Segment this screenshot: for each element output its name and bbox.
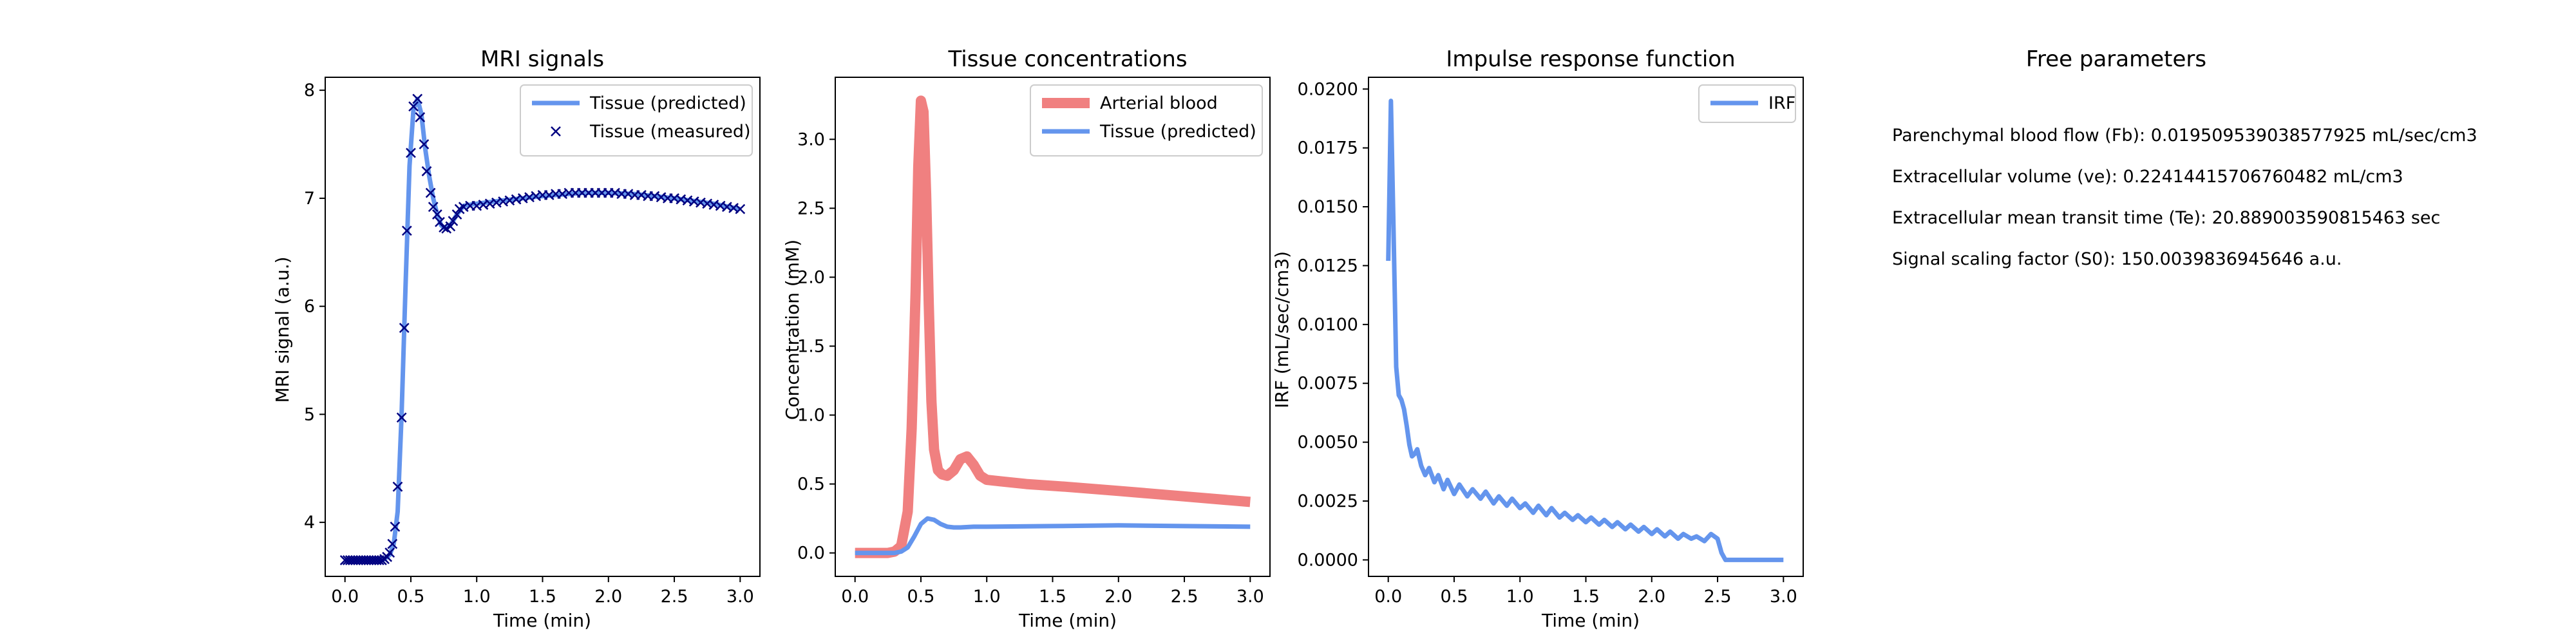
mri-signals-measured-point: [735, 204, 746, 214]
mri-signals-x-tick-label: 0.0: [331, 587, 359, 607]
mri-signals-measured-point: [384, 547, 395, 558]
mri-signals-measured-point: [419, 139, 430, 149]
impulse-response-y-tick-label: 0.0175: [1298, 138, 1358, 158]
tissue-concentrations-x-tick-label: 0.0: [841, 587, 869, 607]
mri-signals-measured-point: [412, 93, 423, 104]
mri-signals-y-tick-label: 6: [304, 297, 315, 317]
mri-signals-y-label: MRI signal (a.u.): [272, 256, 293, 402]
tissue-concentrations-legend: Arterial blood Tissue (predicted): [1030, 84, 1263, 156]
impulse-response-plot-area: 0.0 0.5 1.0 1.5 2.0 2.5 3.0 0.0000 0.0025 0.0050 0…: [1298, 77, 1804, 607]
impulse-response-y-tick-label: 0.0050: [1298, 433, 1358, 453]
impulse-response-y-label: IRF (mL/sec/cm3): [1271, 251, 1293, 408]
tissue-concentrations-y-tick-label: 2.5: [797, 198, 825, 218]
tissue-concentrations-y-tick-label: 2.0: [797, 267, 825, 287]
mri-signals-y-tick-label: 7: [304, 189, 315, 209]
mri-signals-y-tick-label: 5: [304, 404, 315, 424]
impulse-response-y-tick-label: 0.0000: [1298, 550, 1358, 570]
mri-signals-measured-point: [428, 202, 439, 213]
mri-signals-measured-point: [406, 147, 416, 158]
tissue-concentrations-plot-area: 0.0 0.5 1.0 1.5 2.0 2.5 3.0 0.0 0.5 1.0 1.5 2.0 2.5 3…: [797, 77, 1271, 607]
mri-signals-x-tick-label: 1.0: [463, 587, 491, 607]
free-parameters-title: Free parameters: [2026, 46, 2206, 72]
mri-signals-title: MRI signals: [480, 46, 604, 72]
mri-signals-measured-point: [401, 225, 412, 236]
tissue-concentrations-series-line-0: [855, 95, 1251, 558]
impulse-response-panel: Impulse response function 0.0 0.5 1.0 1.5 2.…: [1271, 46, 1804, 631]
tissue-concentrations-panel: Tissue concentrations 0.0 0.5 1.0 1.5 2.0 2.5…: [782, 46, 1271, 631]
mri-signals-measured-point: [392, 481, 403, 492]
impulse-response-x-label: Time (min): [1541, 610, 1640, 631]
param-scaling-factor: Signal scaling factor (S0): 150.00398369…: [1892, 249, 2342, 269]
tissue-concentrations-series-line-1: [855, 516, 1251, 556]
mri-signals-measured-point: [445, 221, 456, 232]
mri-signals-x-label: Time (min): [493, 610, 591, 631]
tissue-concentrations-y-tick-label: 3.0: [797, 129, 825, 149]
param-extracellular-volume: Extracellular volume (ve): 0.22414415706…: [1892, 167, 2403, 187]
mri-signals-x-tick-label: 1.5: [529, 587, 556, 607]
impulse-response-title: Impulse response function: [1446, 46, 1735, 72]
mri-signals-y-tick-label: 8: [304, 80, 315, 100]
tissue-concentrations-legend-label: Tissue (predicted): [1099, 122, 1256, 142]
mri-signals-measured-point: [421, 166, 432, 176]
impulse-response-y-tick-label: 0.0075: [1298, 374, 1358, 393]
mri-signals-measured-point: [425, 187, 436, 198]
mri-signals-x-tick-label: 2.5: [661, 587, 688, 607]
mri-signals-measured-point: [387, 538, 398, 549]
mri-signals-measured-point: [431, 209, 442, 220]
mri-signals-measured-point: [399, 323, 410, 334]
impulse-response-x-tick-label: 1.0: [1506, 587, 1534, 607]
tissue-concentrations-legend-label: Arterial blood: [1100, 93, 1218, 113]
mri-signals-measured-point: [396, 412, 407, 423]
mri-signals-series-line-0: [345, 97, 741, 563]
impulse-response-y-tick-label: 0.0150: [1298, 197, 1358, 217]
impulse-response-y-tick-label: 0.0125: [1298, 256, 1358, 276]
impulse-response-legend: IRF: [1698, 84, 1796, 123]
mri-signals-panel: MRI signals 0.0 0.5 1.0 1.5 2.0 2.5 3.0 4 5 6 7 8 T…: [272, 46, 761, 631]
mri-signals-x-tick-label: 3.0: [726, 587, 754, 607]
mri-signals-plot-area: 0.0 0.5 1.0 1.5 2.0 2.5 3.0 4 5 6 7 8: [304, 77, 761, 607]
tissue-concentrations-x-tick-label: 2.5: [1171, 587, 1198, 607]
mri-signals-measured-point: [448, 216, 459, 226]
mri-signals-legend-label: Tissue (predicted): [589, 93, 746, 113]
tissue-concentrations-title: Tissue concentrations: [947, 46, 1187, 72]
mri-signals-measured-point: [415, 112, 426, 122]
mri-signals-measured-point: [408, 101, 419, 112]
param-blood-flow: Parenchymal blood flow (Fb): 0.019509539…: [1892, 126, 2477, 146]
free-parameters-panel: Free parameters Parenchymal blood flow (…: [1892, 46, 2477, 269]
tissue-concentrations-x-label: Time (min): [1018, 610, 1117, 631]
impulse-response-legend-label: IRF: [1768, 93, 1795, 113]
mri-signals-measured-point: [390, 521, 401, 532]
tissue-concentrations-x-tick-label: 1.5: [1039, 587, 1066, 607]
impulse-response-y-tick-label: 0.0100: [1298, 315, 1358, 335]
mri-signals-measured-markers: [339, 93, 746, 565]
tissue-concentrations-y-label: Concentration (mM): [782, 240, 803, 420]
impulse-response-y-tick-label: 0.0025: [1298, 491, 1358, 511]
tissue-concentrations-y-tick-label: 1.5: [797, 336, 825, 356]
param-transit-time: Extracellular mean transit time (Te): 20…: [1892, 208, 2440, 228]
mri-signals-x-tick-label: 0.5: [397, 587, 424, 607]
impulse-response-x-tick-label: 2.0: [1638, 587, 1665, 607]
tissue-concentrations-x-tick-label: 1.0: [973, 587, 1001, 607]
mri-signals-legend: Tissue (predicted) Tissue (measured): [520, 84, 753, 156]
tissue-concentrations-y-tick-label: 0.5: [797, 475, 825, 495]
tissue-concentrations-x-tick-label: 2.0: [1104, 587, 1132, 607]
impulse-response-series-line-0: [1386, 99, 1784, 562]
mri-signals-x-tick-label: 2.0: [594, 587, 622, 607]
mri-signals-legend-label: Tissue (measured): [589, 122, 751, 142]
mri-signals-legend-marker: [551, 126, 561, 137]
impulse-response-x-tick-label: 0.0: [1374, 587, 1402, 607]
tissue-concentrations-x-tick-label: 3.0: [1236, 587, 1264, 607]
impulse-response-y-tick-label: 0.0200: [1298, 79, 1358, 99]
tissue-concentrations-y-tick-label: 1.0: [797, 406, 825, 426]
impulse-response-axes-frame: [1368, 77, 1804, 577]
impulse-response-x-tick-label: 1.5: [1572, 587, 1600, 607]
tissue-concentrations-y-tick-label: 0.0: [797, 544, 825, 564]
impulse-response-x-tick-label: 3.0: [1770, 587, 1797, 607]
impulse-response-x-tick-label: 2.5: [1704, 587, 1732, 607]
tissue-concentrations-x-tick-label: 0.5: [907, 587, 934, 607]
mri-signals-y-tick-label: 4: [304, 513, 315, 533]
mri-signals-measured-point: [377, 554, 387, 565]
impulse-response-x-tick-label: 0.5: [1440, 587, 1468, 607]
